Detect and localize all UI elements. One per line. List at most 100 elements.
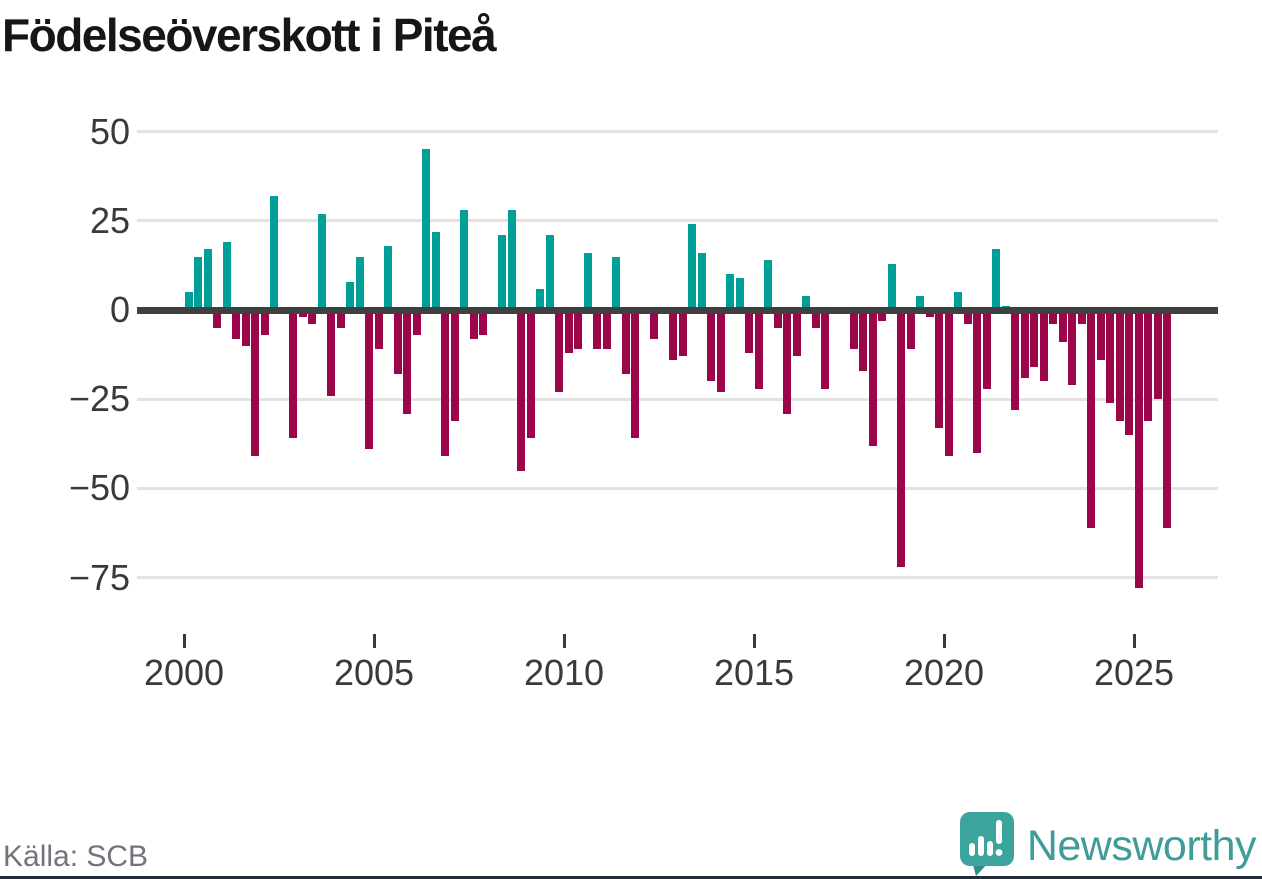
newsworthy-logo: Newsworthy [959,811,1257,879]
footer-strip [0,876,1262,879]
bar-2005-q2 [384,245,393,310]
bar-2005-q4 [403,310,412,414]
bar-2022-q1 [1020,310,1029,378]
bar-2023-q2 [1068,310,1077,385]
bar-2009-q4 [555,310,564,393]
bar-2011-q2 [612,256,621,310]
bar-2016-q4 [821,310,830,389]
bar-2006-q2 [422,149,431,310]
bar-2003-q2 [308,310,317,325]
bar-2024-q2 [1106,310,1115,403]
bar-2012-q4 [669,310,678,360]
bar-2014-q3 [735,277,744,310]
bar-2004-q1 [336,310,345,328]
x-axis-tick-2015 [752,634,756,648]
bar-2009-q3 [545,235,554,310]
bar-2001-q1 [222,242,231,310]
bar-2008-q4 [517,310,526,471]
x-axis-label-2025: 2025 [1093,652,1175,693]
bar-2008-q2 [498,235,507,310]
bar-2023-q1 [1058,310,1067,343]
bar-2013-q3 [697,252,706,310]
gridline-y-50 [137,130,1218,134]
bar-2018-q3 [887,263,896,310]
bar-2004-q3 [355,256,364,310]
bar-2014-q4 [745,310,754,353]
bar-2022-q2 [1030,310,1039,368]
bar-2015-q4 [783,310,792,414]
bar-2005-q1 [374,310,383,350]
bar-2010-q3 [583,252,592,310]
bar-2024-q1 [1096,310,1105,360]
bar-2019-q4 [935,310,944,428]
x-axis-tick-2020 [942,634,946,648]
bar-2025-q1 [1134,310,1143,589]
bar-2020-q2 [954,292,963,310]
bar-2005-q3 [393,310,402,375]
y-axis-label-0: 0 [109,289,130,330]
bar-2002-q4 [289,310,298,439]
bar-2021-q2 [992,249,1001,310]
bar-2014-q1 [716,310,725,393]
x-axis-tick-2000 [182,634,186,648]
bar-2023-q4 [1087,310,1096,528]
bar-2023-q3 [1077,310,1086,325]
bar-2022-q4 [1049,310,1058,325]
bar-2009-q1 [526,310,535,439]
bar-2002-q1 [260,310,269,335]
bar-2013-q1 [678,310,687,357]
bar-2016-q1 [792,310,801,357]
bar-2003-q1 [298,310,307,318]
bar-2025-q2 [1144,310,1153,421]
bar-2019-q3 [925,310,934,318]
x-axis-label-2020: 2020 [903,652,985,693]
bar-2014-q2 [726,274,735,310]
gridline-y--50 [137,486,1218,490]
x-axis-label-2000: 2000 [143,652,225,693]
bar-2004-q4 [365,310,374,450]
bar-2002-q2 [270,195,279,310]
bar-2021-q4 [1011,310,1020,410]
y-axis-label--50: −50 [68,467,130,509]
bar-2006-q3 [431,231,440,310]
bar-2015-q1 [754,310,763,389]
bar-2018-q1 [868,310,877,446]
y-axis-label--25: −25 [68,378,130,420]
bar-2011-q3 [621,310,630,375]
bar-2008-q3 [507,210,516,310]
bar-2022-q3 [1039,310,1048,382]
bar-2016-q3 [811,310,820,328]
bar-2001-q2 [232,310,241,339]
gridline-y-25 [137,219,1218,223]
newsworthy-speech-bubble-bar-chart-icon [959,811,1015,879]
bar-2020-q3 [963,310,972,325]
bar-2017-q3 [849,310,858,350]
bar-2000-q2 [194,256,203,310]
newsworthy-wordmark: Newsworthy [1026,822,1257,870]
x-axis-tick-2010 [562,634,566,648]
bar-2013-q2 [688,224,697,310]
bar-2019-q2 [916,295,925,310]
bar-2021-q1 [982,310,991,389]
x-axis-label-2005: 2005 [333,652,415,693]
y-axis-label--75: −75 [68,556,130,598]
bar-2025-q3 [1153,310,1162,400]
gridline-y--75 [137,576,1218,580]
bar-2018-q2 [878,310,887,321]
bar-2020-q1 [944,310,953,457]
bar-2016-q2 [802,295,811,310]
bar-2010-q4 [593,310,602,350]
bar-2024-q3 [1115,310,1124,421]
bar-2000-q4 [213,310,222,328]
bar-2006-q4 [441,310,450,457]
chart-title: Födelseöverskott i Piteå [2,9,497,61]
bar-2013-q4 [707,310,716,382]
bar-2018-q4 [897,310,906,567]
bar-2017-q4 [859,310,868,371]
y-axis-label-25: 25 [89,199,130,241]
x-axis-label-2015: 2015 [713,652,795,693]
bar-2020-q4 [973,310,982,453]
bar-2003-q3 [317,213,326,310]
x-axis-zero-line [137,306,1218,314]
